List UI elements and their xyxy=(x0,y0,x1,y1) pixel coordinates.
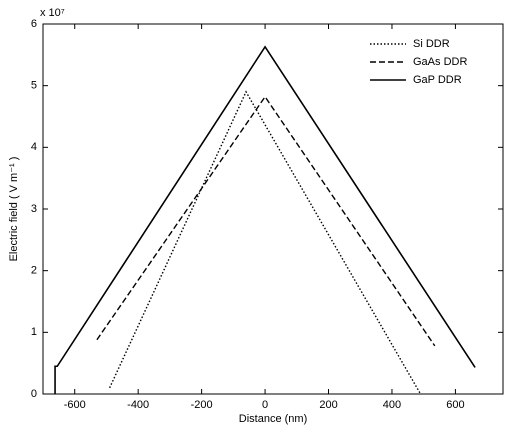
y-multiplier: x 10⁷ xyxy=(40,7,65,19)
y-tick-label: 0 xyxy=(31,388,37,400)
legend-label: Si DDR xyxy=(413,38,450,50)
series-line xyxy=(96,95,436,347)
y-tick-label: 1 xyxy=(31,326,37,338)
x-tick-label: 600 xyxy=(446,399,464,411)
x-tick-label: 400 xyxy=(383,399,401,411)
x-axis-label: Distance (nm) xyxy=(239,413,307,425)
series-line xyxy=(108,90,422,395)
x-tick-label: 200 xyxy=(319,399,337,411)
legend-label: GaAs DDR xyxy=(413,56,467,68)
x-tick-label: 0 xyxy=(262,399,268,411)
y-tick-label: 6 xyxy=(31,18,37,30)
x-tick-label: -600 xyxy=(64,399,86,411)
x-tick-label: -200 xyxy=(191,399,213,411)
y-tick-label: 5 xyxy=(31,80,37,92)
legend-label: GaP DDR xyxy=(413,74,462,86)
y-tick-label: 3 xyxy=(31,203,37,215)
x-tick-label: -400 xyxy=(127,399,149,411)
y-tick-label: 2 xyxy=(31,265,37,277)
series-line xyxy=(54,45,476,394)
y-tick-label: 4 xyxy=(31,141,37,153)
y-axis-label: Electric field ( V m⁻¹ ) xyxy=(8,157,20,262)
